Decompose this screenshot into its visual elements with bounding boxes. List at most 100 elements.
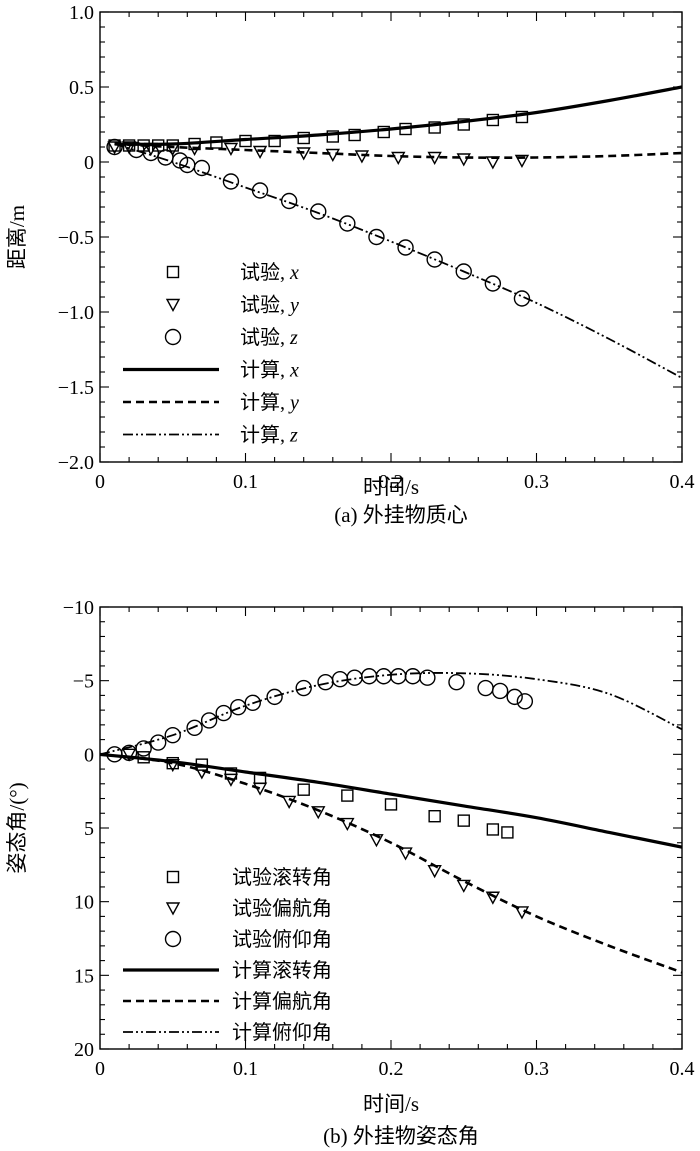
- data-point-circle: [390, 668, 407, 685]
- legend-entry-b-3: 计算滚转角: [123, 959, 332, 982]
- data-point-triangle: [398, 847, 413, 861]
- legend-entry-b-2: 试验俯仰角: [164, 928, 332, 951]
- data-point-circle: [491, 682, 509, 700]
- y-axis-label-b: 姿态角/(°): [5, 782, 29, 873]
- legend-marker-triangle: [165, 902, 181, 916]
- data-point-triangle: [311, 806, 326, 820]
- data-point-square: [297, 131, 310, 145]
- legend-label: 计算, x: [240, 359, 299, 382]
- data-point-circle: [280, 192, 298, 210]
- x-tick-label-a: 0: [95, 471, 105, 493]
- x-tick-label-a: 0.2: [379, 471, 404, 493]
- data-point-circle: [506, 688, 523, 706]
- legend-marker-square: [166, 265, 180, 279]
- series-line-a-5: [114, 143, 682, 379]
- data-point-triangle: [391, 151, 406, 165]
- data-point-square: [428, 121, 441, 134]
- data-point-circle: [200, 712, 218, 729]
- data-point-circle: [397, 239, 414, 256]
- legend-marker-circle: [164, 328, 182, 346]
- series-line-b-4: [100, 753, 682, 974]
- data-point-circle: [419, 669, 436, 686]
- data-point-triangle: [456, 153, 471, 167]
- y-tick-label-b: 0: [84, 744, 94, 766]
- data-point-circle: [339, 215, 356, 232]
- data-point-square: [348, 128, 361, 142]
- y-tick-label-b: 20: [74, 1039, 94, 1061]
- data-point-circle: [135, 740, 152, 757]
- data-point-triangle: [281, 795, 297, 809]
- x-tick-label-b: 0.3: [524, 1058, 549, 1080]
- y-tick-label-b: 5: [84, 818, 94, 840]
- legend-a: 试验, x 试验, y 试验, z 计算, x 计算, y 计算, z: [123, 261, 299, 447]
- legend-entry-b-0: 试验滚转角: [166, 866, 332, 889]
- x-tick-label-b: 0.2: [379, 1058, 404, 1080]
- legend-marker-circle: [164, 930, 182, 948]
- x-tick-label-a: 0.4: [670, 471, 695, 493]
- data-point-triangle: [354, 150, 370, 164]
- data-point-circle: [484, 275, 502, 292]
- x-tick-label-a: 0.1: [233, 471, 258, 493]
- data-point-square: [268, 134, 281, 148]
- legend-entry-b-5: 计算俯仰角: [123, 1021, 332, 1044]
- data-point-triangle: [514, 154, 530, 168]
- legend-marker-square: [166, 870, 180, 884]
- data-point-square: [457, 118, 470, 131]
- plot-data-a: [106, 85, 682, 379]
- data-point-triangle: [121, 748, 137, 762]
- legend-label: 计算俯仰角: [232, 1021, 332, 1044]
- data-point-triangle: [456, 879, 471, 893]
- x-tick-label-b: 0: [95, 1058, 105, 1080]
- y-tick-label-b: 15: [74, 965, 94, 987]
- x-axis-label-a: 时间/s: [363, 475, 419, 499]
- chart-b: 0 0.1 0.2 0.3 0.4 −10 −5 0 5 10 15 20 时间/s 姿态角/(°) (b)…: [5, 597, 695, 1148]
- series-line-b-3: [100, 752, 682, 849]
- data-point-circle: [215, 704, 232, 722]
- data-point-circle: [368, 228, 385, 246]
- y-tick-label-a: −2.0: [58, 452, 94, 474]
- data-point-triangle: [107, 141, 122, 155]
- data-point-square: [486, 823, 500, 836]
- y-tick-label-a: 1.0: [69, 2, 94, 24]
- y-tick-label-a: −1.5: [58, 377, 94, 399]
- data-point-circle: [244, 694, 261, 711]
- data-point-circle: [331, 670, 349, 688]
- y-tick-label-b: 10: [74, 892, 94, 914]
- data-point-circle: [513, 290, 531, 307]
- series-line-b-5: [100, 672, 682, 756]
- legend-entry-a-1: 试验, y: [165, 294, 299, 317]
- data-point-circle: [455, 263, 472, 280]
- legend-label: 试验滚转角: [232, 866, 332, 889]
- data-point-circle: [516, 693, 534, 710]
- y-tick-label-a: −0.5: [58, 227, 94, 249]
- legend-entry-b-4: 计算偏航角: [123, 990, 332, 1013]
- data-point-square: [457, 814, 470, 827]
- data-point-circle: [120, 744, 138, 762]
- chart-caption-b: (b) 外挂物姿态角: [323, 1124, 479, 1148]
- legend-label: 计算, z: [240, 424, 298, 447]
- data-point-square: [515, 110, 529, 124]
- legend-label: 计算, y: [240, 391, 299, 414]
- legend-marker-triangle: [165, 298, 181, 312]
- data-point-circle: [448, 673, 465, 691]
- legend-entry-a-2: 试验, z: [164, 326, 298, 349]
- data-point-triangle: [485, 891, 501, 905]
- data-point-circle: [222, 173, 240, 190]
- data-point-triangle: [165, 758, 180, 773]
- data-point-circle: [477, 679, 494, 697]
- data-point-square: [297, 783, 310, 796]
- legend-label: 试验俯仰角: [232, 928, 332, 951]
- legend-label: 计算偏航角: [232, 990, 332, 1013]
- data-point-circle: [230, 698, 247, 716]
- data-point-circle: [186, 719, 203, 737]
- x-axis-label-b: 时间/s: [363, 1092, 419, 1116]
- chart-a: 0 0.1 0.2 0.3 0.4 1.0 0.5 0 −0.5 −1.0 −1.5 −2.0 时间/s…: [5, 2, 695, 527]
- legend-label: 试验, z: [240, 326, 298, 349]
- y-tick-label-a: 0.5: [69, 77, 94, 99]
- chart-caption-a: (a) 外挂物质心: [334, 503, 468, 527]
- series-line-a-3: [114, 85, 682, 146]
- data-point-triangle: [121, 141, 137, 155]
- legend-label: 试验偏航角: [232, 897, 332, 920]
